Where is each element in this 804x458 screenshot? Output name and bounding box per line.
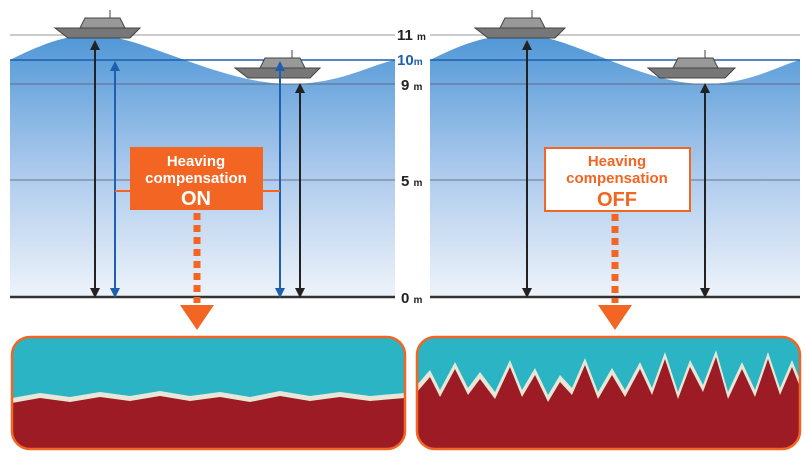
label-text: Heaving: [588, 153, 646, 170]
echogram-frame: [415, 335, 802, 451]
depth-arrows: [90, 40, 710, 298]
depth-label: 11 m: [397, 27, 426, 44]
label-off: Heaving compensation OFF: [544, 147, 691, 330]
state-text: ON: [181, 188, 211, 210]
state-text: OFF: [597, 189, 637, 211]
echogram-frame: [10, 335, 407, 451]
echogram-on: [12, 337, 405, 449]
depth-label: 5 m: [401, 173, 423, 190]
label-text: Heaving: [167, 153, 225, 170]
depth-scale: 11 m 10m 9 m 5 m 0 m: [397, 27, 426, 307]
echogram-off: [417, 337, 800, 449]
depth-label: 9 m: [401, 77, 423, 94]
label-on: Heaving compensation ON: [115, 147, 280, 330]
depth-label: 0 m: [401, 290, 423, 307]
label-text: compensation: [145, 170, 247, 187]
label-text: compensation: [566, 170, 668, 187]
boats: [53, 10, 737, 79]
depth-label: 10m: [397, 52, 423, 69]
